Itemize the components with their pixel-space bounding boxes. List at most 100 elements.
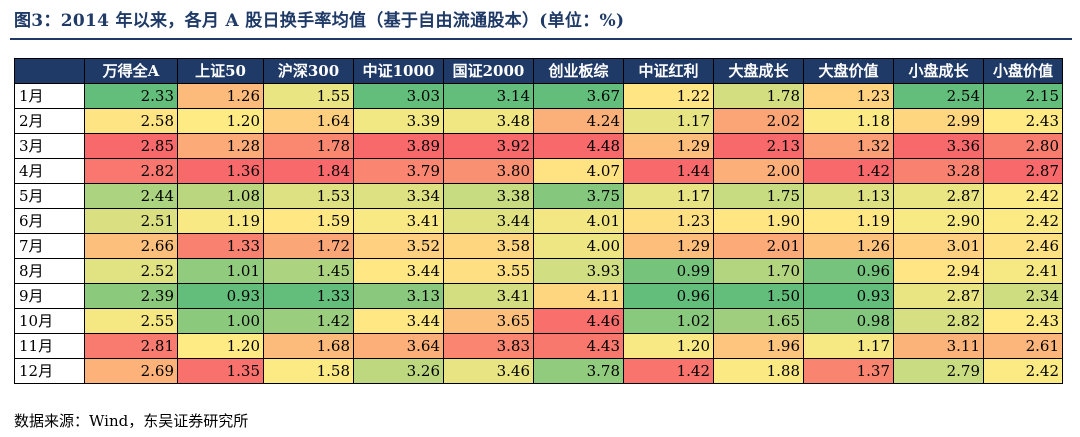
value-cell: 3.44	[443, 208, 534, 234]
value-cell: 0.93	[803, 283, 894, 309]
value-cell: 1.00	[177, 308, 264, 334]
value-cell: 1.35	[177, 358, 264, 384]
row-label: 8月	[14, 258, 85, 284]
value-cell: 1.17	[623, 108, 714, 134]
value-cell: 1.68	[263, 333, 354, 359]
value-cell: 1.32	[803, 133, 894, 159]
value-cell: 1.08	[177, 183, 264, 209]
value-cell: 4.43	[533, 333, 624, 359]
value-cell: 1.20	[623, 333, 714, 359]
value-cell: 3.38	[443, 183, 534, 209]
value-cell: 1.70	[713, 258, 804, 284]
source-note: 数据来源：Wind，东吴证券研究所	[14, 412, 249, 430]
value-cell: 2.02	[713, 108, 804, 134]
value-cell: 2.54	[893, 83, 984, 109]
value-cell: 0.99	[623, 258, 714, 284]
value-cell: 0.96	[623, 283, 714, 309]
value-cell: 2.42	[983, 208, 1063, 234]
value-cell: 1.01	[177, 258, 264, 284]
column-header: 上证50	[177, 58, 264, 84]
value-cell: 3.11	[893, 333, 984, 359]
table-row: 1月 2.33 1.26 1.55 3.03 3.14 3.67 1.22 1.78 1.23 2.…	[14, 83, 1063, 109]
value-cell: 3.52	[353, 233, 444, 259]
column-header: 大盘成长	[713, 58, 804, 84]
value-cell: 1.29	[623, 233, 714, 259]
value-cell: 3.89	[353, 133, 444, 159]
value-cell: 2.34	[983, 283, 1063, 309]
value-cell: 3.36	[893, 133, 984, 159]
value-cell: 1.37	[803, 358, 894, 384]
table-row: 2月 2.58 1.20 1.64 3.39 3.48 4.24 1.17 2.02 1.18 2.…	[14, 108, 1063, 134]
table-row: 5月 2.44 1.08 1.53 3.34 3.38 3.75 1.17 1.75 1.13 2.…	[14, 183, 1063, 209]
value-cell: 1.33	[263, 283, 354, 309]
value-cell: 2.58	[84, 108, 178, 134]
row-label: 5月	[14, 183, 85, 209]
row-label: 12月	[14, 358, 85, 384]
value-cell: 1.02	[623, 308, 714, 334]
value-cell: 1.26	[803, 233, 894, 259]
row-label: 2月	[14, 108, 85, 134]
value-cell: 1.53	[263, 183, 354, 209]
value-cell: 1.90	[713, 208, 804, 234]
value-cell: 0.98	[803, 308, 894, 334]
value-cell: 1.19	[177, 208, 264, 234]
value-cell: 1.17	[623, 183, 714, 209]
value-cell: 3.80	[443, 158, 534, 184]
value-cell: 3.78	[533, 358, 624, 384]
row-label: 1月	[14, 83, 85, 109]
table-row: 4月 2.82 1.36 1.84 3.79 3.80 4.07 1.44 2.00 1.42 3.…	[14, 158, 1063, 184]
table-row: 11月 2.81 1.20 1.68 3.64 3.83 4.43 1.20 1.96 1.17 3…	[14, 333, 1063, 359]
value-cell: 1.13	[803, 183, 894, 209]
column-header: 中证1000	[353, 58, 444, 84]
value-cell: 2.87	[893, 283, 984, 309]
value-cell: 1.84	[263, 158, 354, 184]
table-row: 8月 2.52 1.01 1.45 3.44 3.55 3.93 0.99 1.70 0.96 2.…	[14, 258, 1063, 284]
value-cell: 1.58	[263, 358, 354, 384]
value-cell: 3.26	[353, 358, 444, 384]
value-cell: 2.69	[84, 358, 178, 384]
row-label: 7月	[14, 233, 85, 259]
value-cell: 3.39	[353, 108, 444, 134]
value-cell: 4.48	[533, 133, 624, 159]
value-cell: 1.17	[803, 333, 894, 359]
value-cell: 1.33	[177, 233, 264, 259]
column-header: 小盘成长	[893, 58, 984, 84]
value-cell: 3.48	[443, 108, 534, 134]
value-cell: 2.42	[983, 183, 1063, 209]
corner-header	[14, 58, 85, 84]
value-cell: 2.87	[983, 158, 1063, 184]
value-cell: 3.83	[443, 333, 534, 359]
value-cell: 2.52	[84, 258, 178, 284]
value-cell: 2.66	[84, 233, 178, 259]
value-cell: 0.96	[803, 258, 894, 284]
value-cell: 1.42	[623, 358, 714, 384]
value-cell: 3.65	[443, 308, 534, 334]
row-label: 9月	[14, 283, 85, 309]
value-cell: 3.28	[893, 158, 984, 184]
value-cell: 3.93	[533, 258, 624, 284]
table-row: 9月 2.39 0.93 1.33 3.13 3.41 4.11 0.96 1.50 0.93 2.…	[14, 283, 1063, 309]
value-cell: 2.43	[983, 308, 1063, 334]
value-cell: 2.82	[893, 308, 984, 334]
value-cell: 1.19	[803, 208, 894, 234]
value-cell: 2.00	[713, 158, 804, 184]
value-cell: 2.01	[713, 233, 804, 259]
value-cell: 2.99	[893, 108, 984, 134]
row-label: 6月	[14, 208, 85, 234]
value-cell: 2.79	[893, 358, 984, 384]
value-cell: 3.44	[353, 308, 444, 334]
value-cell: 1.20	[177, 108, 264, 134]
table-row: 6月 2.51 1.19 1.59 3.41 3.44 4.01 1.23 1.90 1.19 2.…	[14, 208, 1063, 234]
value-cell: 2.33	[84, 83, 178, 109]
heatmap-table: 万得全A 上证50 沪深300 中证1000 国证2000 创业板综 中证红利 大盘成长 大盘价…	[14, 58, 1063, 384]
value-cell: 1.28	[177, 133, 264, 159]
value-cell: 2.80	[983, 133, 1063, 159]
value-cell: 2.51	[84, 208, 178, 234]
value-cell: 1.23	[803, 83, 894, 109]
value-cell: 3.46	[443, 358, 534, 384]
value-cell: 2.39	[84, 283, 178, 309]
value-cell: 1.20	[177, 333, 264, 359]
table-row: 12月 2.69 1.35 1.58 3.26 3.46 3.78 1.42 1.88 1.37 2…	[14, 358, 1063, 384]
value-cell: 1.88	[713, 358, 804, 384]
value-cell: 1.59	[263, 208, 354, 234]
